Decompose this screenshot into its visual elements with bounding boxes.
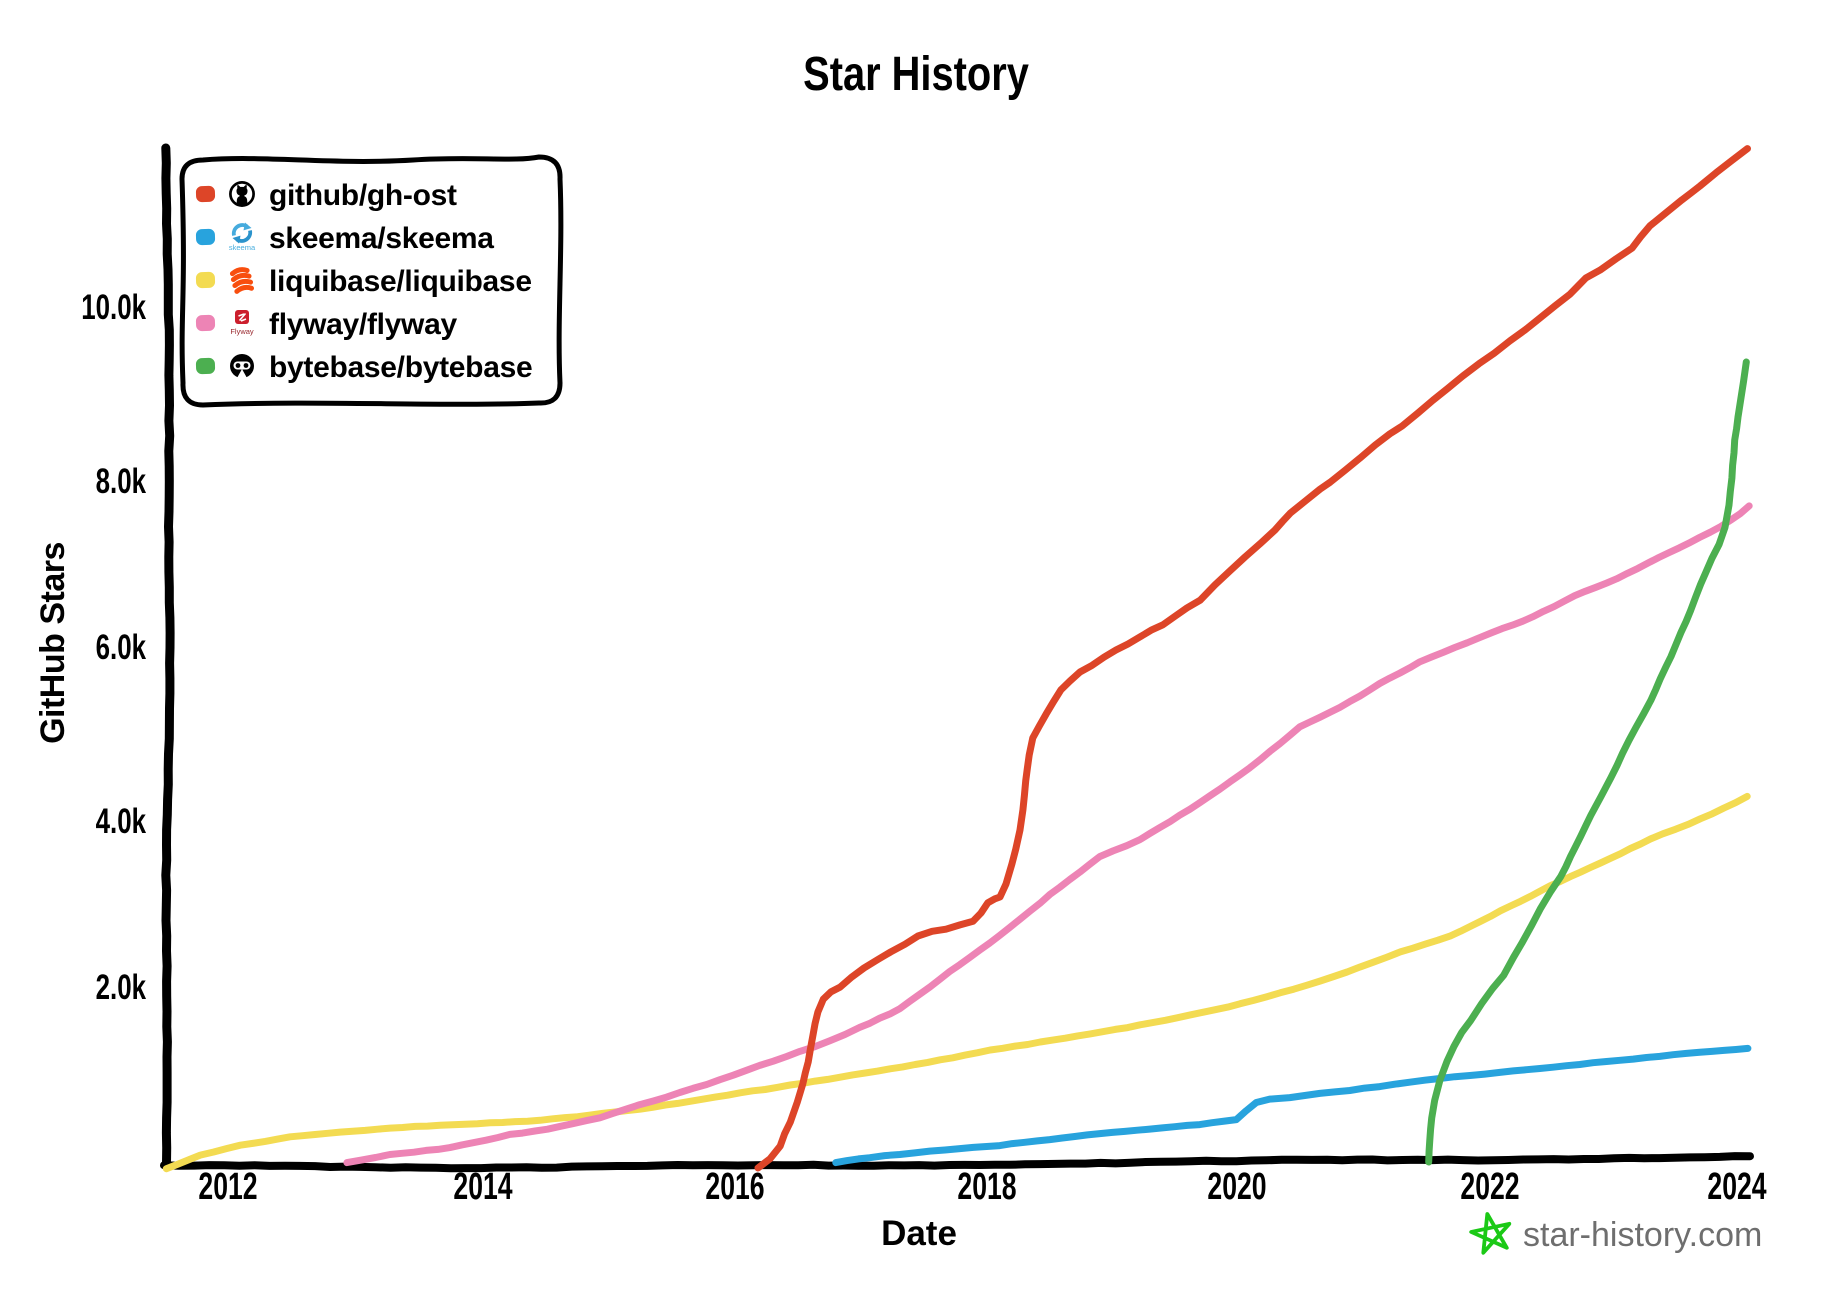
svg-text:2018: 2018 [957,1164,1016,1207]
svg-text:2012: 2012 [198,1164,257,1207]
svg-text:github/gh-ost: github/gh-ost [269,179,457,212]
svg-text:2.0k: 2.0k [96,967,147,1007]
svg-text:2016: 2016 [705,1164,764,1207]
svg-text:6.0k: 6.0k [96,627,147,667]
svg-text:4.0k: 4.0k [96,801,147,841]
svg-text:star-history.com: star-history.com [1523,1216,1762,1254]
svg-text:2014: 2014 [453,1164,513,1207]
svg-text:2020: 2020 [1207,1164,1266,1207]
svg-text:bytebase/bytebase: bytebase/bytebase [269,351,532,384]
svg-text:2024: 2024 [1707,1164,1767,1207]
svg-text:skeema/skeema: skeema/skeema [269,222,494,255]
svg-text:flyway/flyway: flyway/flyway [269,308,457,341]
svg-text:Flyway: Flyway [230,327,254,336]
svg-text:GitHub Stars: GitHub Stars [34,542,72,744]
svg-text:liquibase/liquibase: liquibase/liquibase [269,265,532,298]
svg-text:8.0k: 8.0k [96,461,147,501]
svg-text:Star History: Star History [803,48,1029,101]
svg-text:Date: Date [881,1214,957,1253]
svg-text:skeema: skeema [229,243,256,252]
svg-text:10.0k: 10.0k [81,287,147,327]
svg-text:2022: 2022 [1460,1164,1519,1207]
